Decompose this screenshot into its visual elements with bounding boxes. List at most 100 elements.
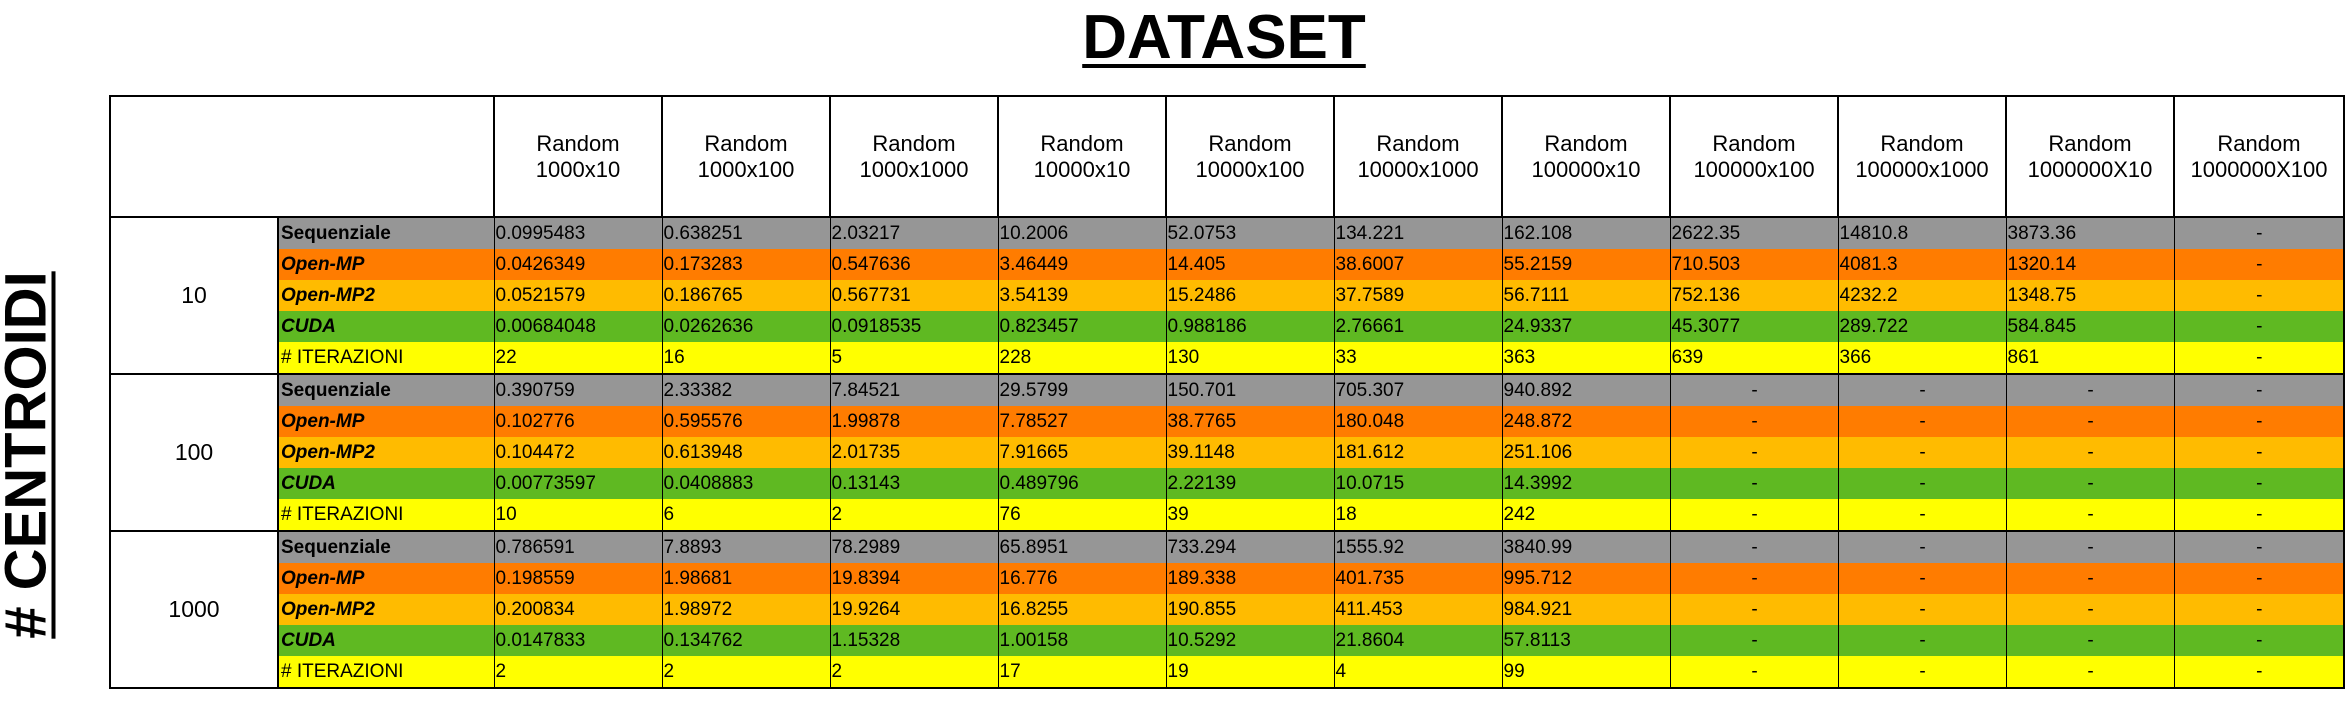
value-cell: 0.0262636 bbox=[661, 311, 830, 342]
value-cell: 4232.2 bbox=[1837, 280, 2006, 311]
value-cell: 584.845 bbox=[2005, 311, 2174, 342]
value-cell: 0.489796 bbox=[997, 468, 1166, 499]
value-cell: 3873.36 bbox=[2005, 216, 2174, 249]
table-row: Open-MP 0.0426349 0.173283 0.547636 3.46449 1… bbox=[110, 249, 2345, 280]
value-cell: - bbox=[2173, 373, 2345, 406]
value-cell: 10.2006 bbox=[997, 216, 1166, 249]
value-cell: 76 bbox=[997, 499, 1166, 532]
value-cell: - bbox=[2173, 342, 2345, 375]
value-cell: 0.823457 bbox=[997, 311, 1166, 342]
column-header: Random 1000000X10 bbox=[2005, 95, 2175, 218]
table-row: # ITERAZIONI 10 6 2 76 39 18 242- - - - bbox=[110, 499, 2345, 532]
row-label: Open-MP2 bbox=[277, 437, 494, 468]
value-cell: 78.2989 bbox=[829, 530, 998, 563]
value-cell: 0.0995483 bbox=[493, 216, 662, 249]
column-header: Random 1000x100 bbox=[661, 95, 831, 218]
column-header: Random 100000x10 bbox=[1501, 95, 1671, 218]
centroids-group-cell: 100 bbox=[109, 373, 279, 532]
value-cell: 17 bbox=[997, 656, 1166, 689]
value-cell: - bbox=[2005, 530, 2174, 563]
column-header: Random 1000x10 bbox=[493, 95, 663, 218]
column-header: Random 10000x100 bbox=[1165, 95, 1335, 218]
value-cell: 752.136 bbox=[1669, 280, 1838, 311]
row-label: CUDA bbox=[277, 468, 494, 499]
value-cell: 22 bbox=[493, 342, 662, 375]
column-header: Random 100000x1000 bbox=[1837, 95, 2007, 218]
value-cell: 0.0408883 bbox=[661, 468, 830, 499]
value-cell: 733.294 bbox=[1165, 530, 1334, 563]
table-row: Open-MP2 0.104472 0.613948 2.01735 7.91665 39… bbox=[110, 437, 2345, 468]
row-label: Open-MP2 bbox=[277, 280, 494, 311]
value-cell: 0.0918535 bbox=[829, 311, 998, 342]
value-cell: - bbox=[1669, 656, 1838, 689]
value-cell: 1555.92 bbox=[1333, 530, 1502, 563]
value-cell: 162.108 bbox=[1501, 216, 1670, 249]
value-cell: 0.0147833 bbox=[493, 625, 662, 656]
table-row: 10 Sequenziale 0.0995483 0.638251 2.03217 10.… bbox=[109, 216, 2345, 375]
value-cell: 38.7765 bbox=[1165, 406, 1334, 437]
value-cell: 45.3077 bbox=[1669, 311, 1838, 342]
value-cell: 242 bbox=[1501, 499, 1670, 532]
table-row: 100 Sequenziale 0.390759 2.33382 7.84521 29.5… bbox=[109, 373, 2345, 532]
value-cell: 33 bbox=[1333, 342, 1502, 375]
table-row: 1000 Sequenziale 0.786591 7.8893 78.2989 65.8… bbox=[109, 530, 2345, 689]
value-cell: 14.3992 bbox=[1501, 468, 1670, 499]
row-label: Open-MP bbox=[277, 249, 494, 280]
value-cell: 38.6007 bbox=[1333, 249, 1502, 280]
table-body: 10 Sequenziale 0.0995483 0.638251 2.03217 10.… bbox=[109, 216, 2345, 689]
value-cell: 0.13143 bbox=[829, 468, 998, 499]
value-cell: 7.78527 bbox=[997, 406, 1166, 437]
value-cell: 37.7589 bbox=[1333, 280, 1502, 311]
value-cell: 984.921 bbox=[1501, 594, 1670, 625]
value-cell: 10.5292 bbox=[1165, 625, 1334, 656]
value-cell: - bbox=[2005, 406, 2174, 437]
value-cell: - bbox=[2005, 499, 2174, 532]
table-row: CUDA 0.00684048 0.0262636 0.0918535 0.823457… bbox=[110, 311, 2345, 342]
value-cell: 2 bbox=[493, 656, 662, 689]
value-cell: - bbox=[1837, 406, 2006, 437]
value-cell: 3.54139 bbox=[997, 280, 1166, 311]
value-cell: 99 bbox=[1501, 656, 1670, 689]
value-cell: 1.00158 bbox=[997, 625, 1166, 656]
value-cell: 0.198559 bbox=[493, 563, 662, 594]
value-cell: 248.872 bbox=[1501, 406, 1670, 437]
page-title: DATASET bbox=[1082, 3, 1366, 72]
value-cell: 0.102776 bbox=[493, 406, 662, 437]
value-cell: 7.8893 bbox=[661, 530, 830, 563]
row-label: Open-MP bbox=[277, 406, 494, 437]
table-row: # ITERAZIONI 22 16 5 228 130 33 363 639 366 861- bbox=[110, 342, 2345, 375]
value-cell: 1.99878 bbox=[829, 406, 998, 437]
value-cell: - bbox=[2005, 625, 2174, 656]
value-cell: - bbox=[1837, 499, 2006, 532]
value-cell: 4 bbox=[1333, 656, 1502, 689]
value-cell: 0.0521579 bbox=[493, 280, 662, 311]
value-cell: 1320.14 bbox=[2005, 249, 2174, 280]
value-cell: 52.0753 bbox=[1165, 216, 1334, 249]
column-header: Random 1000000X100 bbox=[2173, 95, 2345, 218]
value-cell: 0.00684048 bbox=[493, 311, 662, 342]
value-cell: 0.00773597 bbox=[493, 468, 662, 499]
value-cell: - bbox=[2173, 563, 2345, 594]
value-cell: - bbox=[1669, 563, 1838, 594]
value-cell: 6 bbox=[661, 499, 830, 532]
value-cell: 0.173283 bbox=[661, 249, 830, 280]
value-cell: - bbox=[1669, 406, 1838, 437]
table-row: Open-MP2 0.200834 1.98972 19.9264 16.8255 190… bbox=[110, 594, 2345, 625]
centroids-group-cell: 1000 bbox=[109, 530, 279, 689]
value-cell: - bbox=[2005, 563, 2174, 594]
column-header: Random 10000x10 bbox=[997, 95, 1167, 218]
column-header: Random 100000x100 bbox=[1669, 95, 1839, 218]
value-cell: - bbox=[1837, 437, 2006, 468]
value-cell: - bbox=[1837, 530, 2006, 563]
value-cell: - bbox=[2005, 468, 2174, 499]
value-cell: 24.9337 bbox=[1501, 311, 1670, 342]
value-cell: 14810.8 bbox=[1837, 216, 2006, 249]
row-label: Open-MP2 bbox=[277, 594, 494, 625]
value-cell: - bbox=[1669, 530, 1838, 563]
row-label: Sequenziale bbox=[277, 530, 494, 563]
value-cell: 1.98681 bbox=[661, 563, 830, 594]
value-cell: - bbox=[1669, 373, 1838, 406]
value-cell: 150.701 bbox=[1165, 373, 1334, 406]
value-cell: 2.33382 bbox=[661, 373, 830, 406]
value-cell: - bbox=[1837, 563, 2006, 594]
